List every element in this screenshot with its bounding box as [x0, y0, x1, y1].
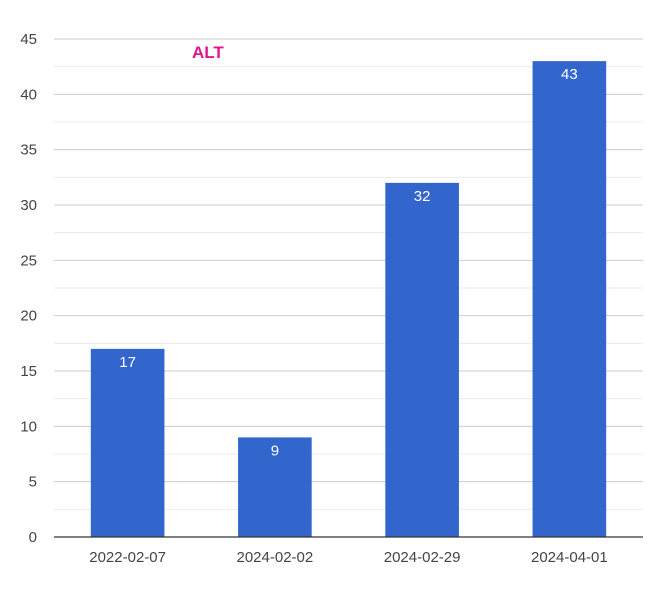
y-tick-label: 45 [20, 31, 37, 48]
y-tick-label: 20 [20, 308, 37, 325]
y-tick-label: 10 [20, 418, 37, 435]
y-tick-label: 35 [20, 142, 37, 159]
bar [90, 348, 165, 537]
y-tick-label: 30 [20, 197, 37, 214]
y-tick-label: 5 [29, 474, 37, 491]
bar [385, 182, 459, 537]
bar-value-label: 17 [119, 354, 136, 371]
y-tick-label: 0 [29, 529, 37, 546]
bar-value-label: 9 [271, 442, 279, 459]
bar-value-label: 43 [561, 66, 578, 83]
y-tick-label: 15 [20, 363, 37, 380]
bars [90, 61, 607, 538]
data-labels: 17 9 32 43 [119, 66, 577, 459]
x-tick-label: 2024-02-29 [384, 549, 461, 566]
x-tick-label: 2024-02-02 [237, 549, 314, 566]
legend-series-label: ALT [192, 43, 224, 62]
x-tick-label: 2022-02-07 [89, 549, 166, 566]
bar-value-label: 32 [414, 188, 431, 205]
y-tick-label: 25 [20, 252, 37, 269]
axes: 0 5 10 15 20 25 30 35 40 45 2022-02-07 2024-02-02 20… [20, 31, 643, 566]
x-tick-label: 2024-04-01 [531, 549, 608, 566]
y-tick-label: 40 [20, 86, 37, 103]
bar [238, 437, 312, 537]
bar [532, 61, 607, 538]
